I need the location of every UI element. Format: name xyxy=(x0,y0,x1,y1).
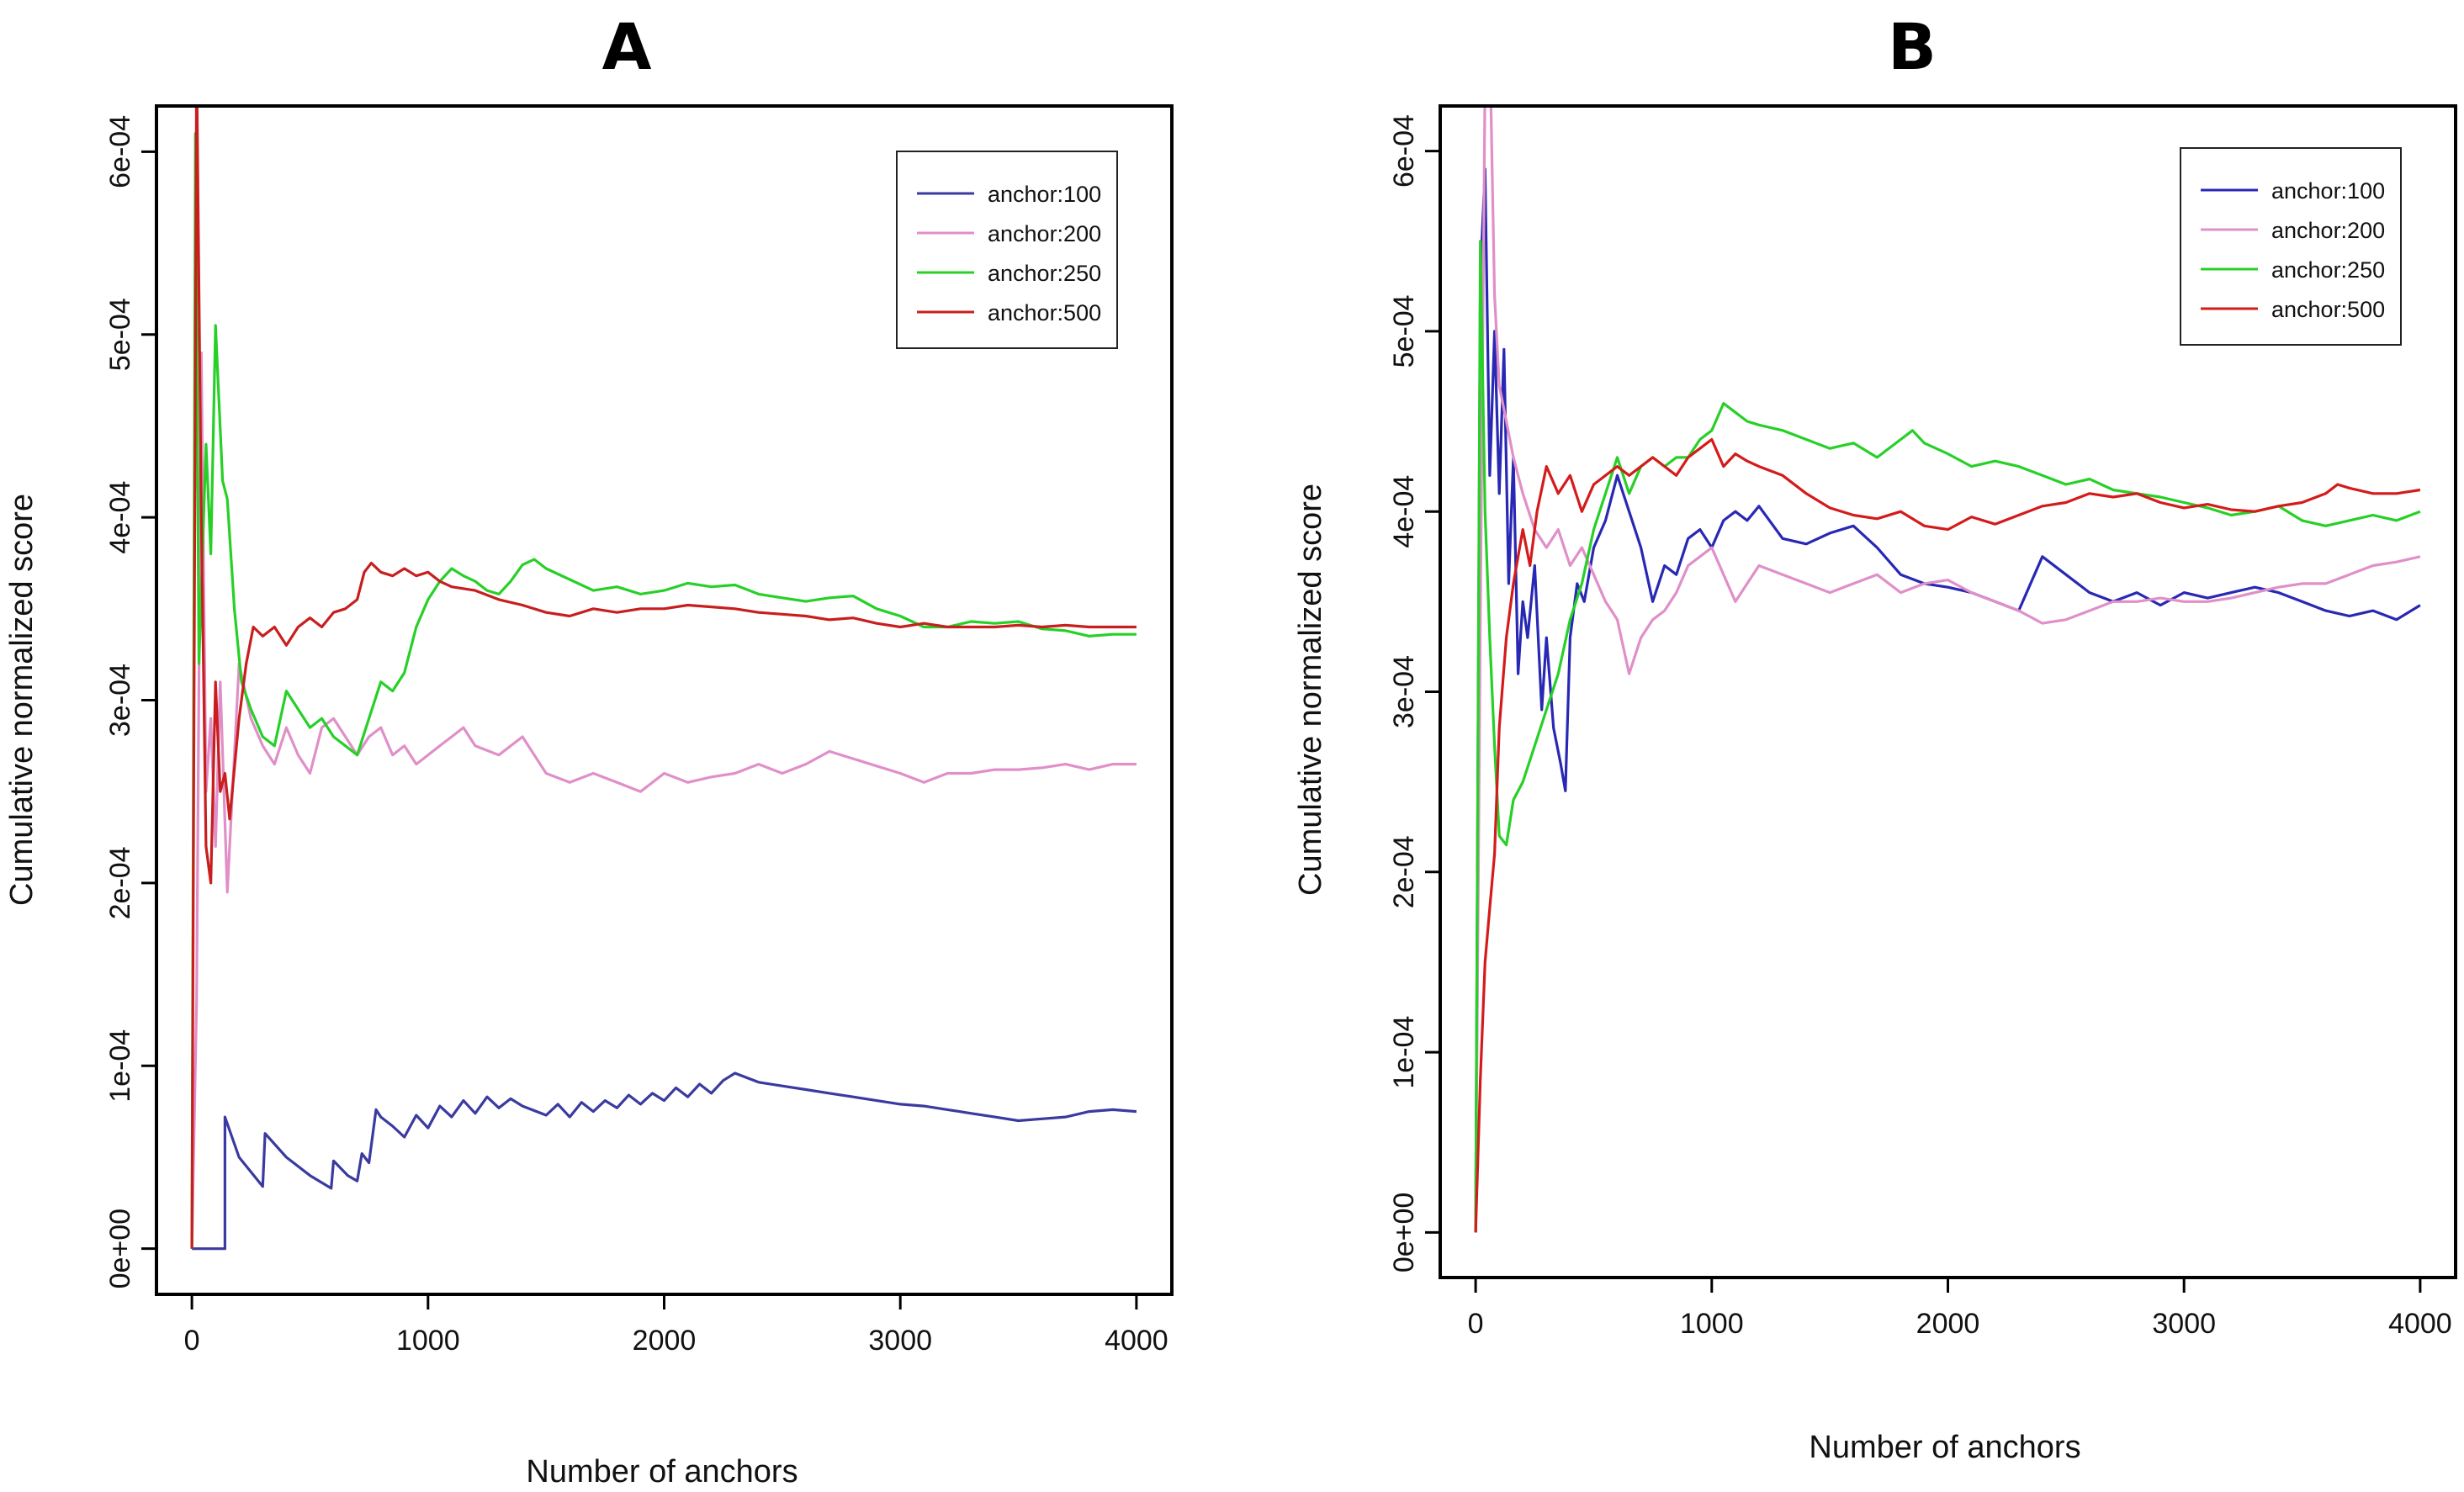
y-tick-label: 4e-04 xyxy=(104,481,136,554)
x-axis-b: 0 1000 2000 3000 4000 xyxy=(1468,1278,2452,1340)
y-tick-label: 0e+00 xyxy=(1388,1193,1420,1273)
series-line-anchor-500-a xyxy=(190,108,1137,1249)
legend-label: anchor:200 xyxy=(988,221,1101,246)
series-line-anchor-250-b xyxy=(1474,240,2421,1233)
series-group-a xyxy=(190,108,1137,1251)
x-axis-a: 0 1000 2000 3000 4000 xyxy=(184,1294,1168,1357)
x-axis-title-b: Number of anchors xyxy=(1809,1430,2080,1465)
y-tick-label: 2e-04 xyxy=(104,846,136,919)
legend-label: anchor:200 xyxy=(2271,218,2385,243)
legend-a: anchor:100 anchor:200 anchor:250 anchor:500 xyxy=(896,151,1118,349)
x-tick-label: 2000 xyxy=(1916,1308,1980,1340)
y-axis-title-a: Cumulative normalized score xyxy=(4,494,40,906)
panel-label-b: B xyxy=(1888,9,1937,84)
series-line-anchor-200-a xyxy=(190,351,1137,1249)
legend-label: anchor:250 xyxy=(988,261,1101,286)
y-axis-b: 0e+00 1e-04 2e-04 3e-04 4e-04 5e-04 6e-04 xyxy=(1388,114,1440,1272)
series-line-anchor-500-b xyxy=(1474,437,2421,1233)
legend-label: anchor:500 xyxy=(2271,297,2385,322)
series-group-b xyxy=(1474,108,2421,1233)
y-tick-label: 1e-04 xyxy=(1388,1016,1420,1089)
y-axis-a: 0e+00 1e-04 2e-04 3e-04 4e-04 5e-04 6e-04 xyxy=(104,115,156,1289)
series-line-anchor-100-a xyxy=(192,1071,1137,1251)
y-tick-label: 0e+00 xyxy=(104,1209,136,1289)
y-tick-label: 3e-04 xyxy=(104,664,136,737)
y-tick-label: 2e-04 xyxy=(1388,835,1420,908)
legend-box-a xyxy=(896,151,1118,349)
legend-label: anchor:100 xyxy=(988,182,1101,207)
y-axis-title-b: Cumulative normalized score xyxy=(1293,484,1328,896)
y-tick-label: 5e-04 xyxy=(104,298,136,371)
chart-panel-a: A 0e+00 1e-04 2e-04 3e-04 4e-04 5e-04 6e-04 0 1… xyxy=(4,9,1174,1489)
y-tick-label: 4e-04 xyxy=(1388,475,1420,548)
x-tick-label: 0 xyxy=(184,1325,200,1357)
x-tick-label: 1000 xyxy=(396,1325,460,1357)
x-tick-label: 0 xyxy=(1468,1308,1484,1340)
series-line-anchor-200-b xyxy=(1474,108,2421,1233)
y-tick-label: 1e-04 xyxy=(104,1029,136,1103)
y-tick-label: 5e-04 xyxy=(1388,294,1420,368)
x-tick-label: 1000 xyxy=(1680,1308,1744,1340)
x-axis-title-a: Number of anchors xyxy=(526,1454,797,1489)
panel-label-a: A xyxy=(602,9,652,84)
y-tick-label: 3e-04 xyxy=(1388,655,1420,728)
x-tick-label: 4000 xyxy=(2388,1308,2452,1340)
legend-box-b xyxy=(2180,147,2402,346)
x-tick-label: 3000 xyxy=(868,1325,932,1357)
x-tick-label: 3000 xyxy=(2152,1308,2216,1340)
y-tick-label: 6e-04 xyxy=(104,115,136,188)
legend-label: anchor:100 xyxy=(2271,178,2385,204)
legend-label: anchor:250 xyxy=(2271,257,2385,283)
x-tick-label: 4000 xyxy=(1105,1325,1168,1357)
legend-b: anchor:100 anchor:200 anchor:250 anchor:500 xyxy=(2180,147,2402,346)
y-tick-label: 6e-04 xyxy=(1388,114,1420,188)
x-tick-label: 2000 xyxy=(633,1325,697,1357)
chart-panel-b: B 0e+00 1e-04 2e-04 3e-04 4e-04 5e-04 6e-04 0 1… xyxy=(1293,9,2457,1465)
legend-label: anchor:500 xyxy=(988,300,1101,325)
series-line-anchor-250-a xyxy=(190,132,1137,1249)
